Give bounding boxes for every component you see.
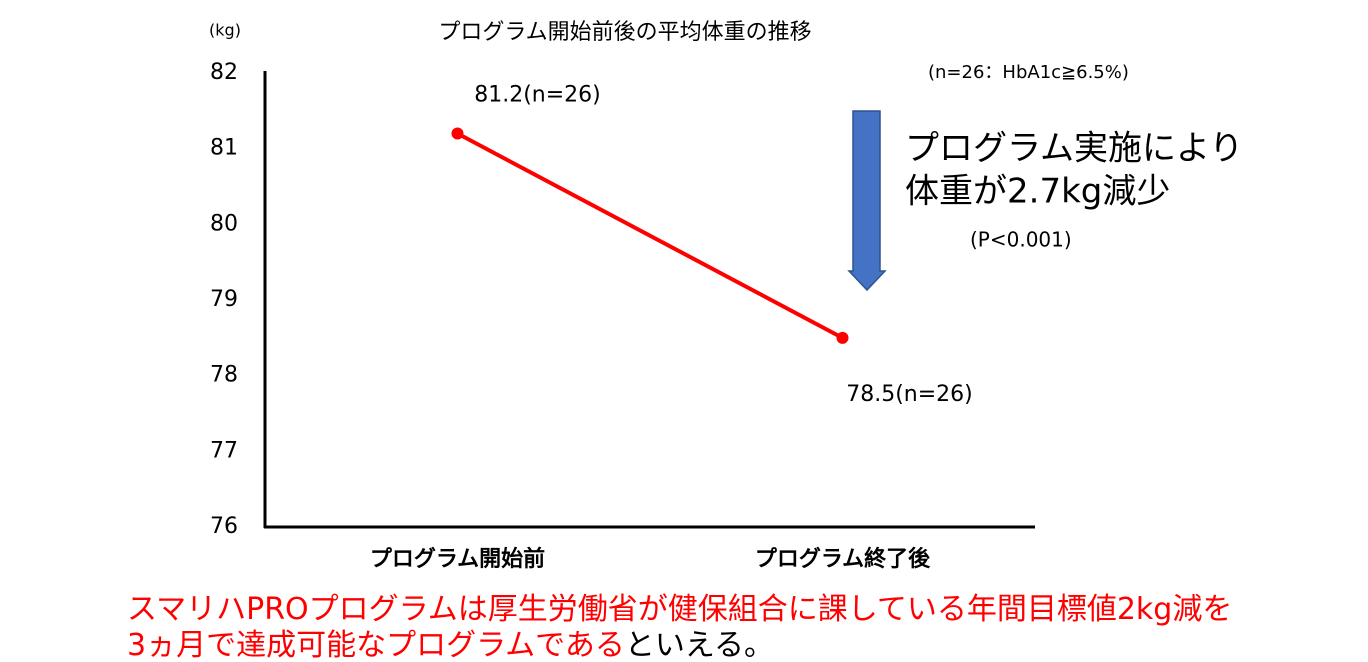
footnote-span: スマリハPROプログラムは厚生労働省が健保組合に課している年間目標値2kg減を bbox=[127, 592, 1232, 627]
data-point bbox=[451, 127, 464, 140]
data-point bbox=[836, 331, 849, 344]
y-tick-label: 82 bbox=[210, 60, 238, 85]
x-tick-label: プログラム開始前 bbox=[370, 546, 545, 572]
y-tick-label: 76 bbox=[210, 514, 238, 539]
footnote-span: 3ヵ月で達成可能なプログラムである bbox=[127, 628, 625, 662]
annotation: 体重が2.7kg減少 bbox=[905, 172, 1170, 212]
y-axis-label: (kg) bbox=[209, 21, 241, 40]
footnote-span: といえる。 bbox=[625, 628, 774, 662]
y-tick-label: 77 bbox=[210, 438, 238, 463]
x-tick-label: プログラム終了後 bbox=[755, 546, 931, 572]
y-tick-label: 78 bbox=[210, 363, 238, 388]
y-tick-label: 79 bbox=[210, 287, 238, 312]
y-tick-label: 81 bbox=[210, 136, 238, 161]
annotation: (n=26：HbA1c≧6.5%) bbox=[928, 62, 1129, 83]
y-tick-label: 80 bbox=[210, 211, 238, 236]
value-label: 81.2(n=26) bbox=[474, 83, 601, 108]
annotation: (P<0.001) bbox=[970, 228, 1072, 252]
footnote-line: 3ヵ月で達成可能なプログラムであるといえる。 bbox=[127, 628, 774, 662]
chart-title: プログラム開始前後の平均体重の推移 bbox=[438, 20, 811, 45]
decrease-arrow bbox=[847, 110, 887, 292]
value-label: 78.5(n=26) bbox=[846, 382, 973, 407]
footnote-line: スマリハPROプログラムは厚生労働省が健保組合に課している年間目標値2kg減を bbox=[127, 592, 1232, 627]
data-line bbox=[456, 131, 844, 340]
annotation: プログラム実施により bbox=[905, 129, 1243, 169]
